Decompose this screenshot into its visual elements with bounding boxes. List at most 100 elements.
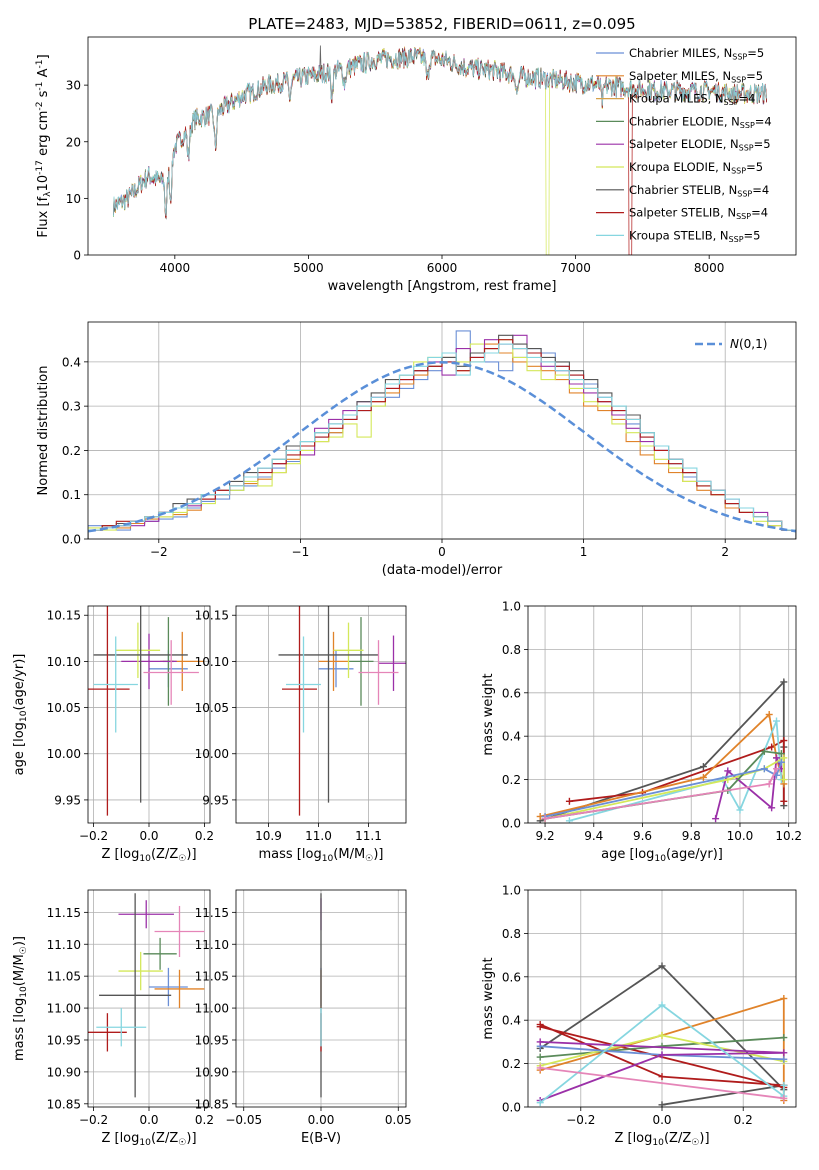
y-tick-label: 0.0 [502,817,521,831]
y-tick-label: 9.95 [54,793,81,807]
y-tick-label: 10.00 [195,747,229,761]
weight-line [539,1041,784,1102]
mass-vs-Z-axes: −0.2 0.0 0.2 10.85 10.90 10.95 11.00 11.05 11.10… [12,889,214,1148]
x-tick-label: 0.2 [195,829,214,843]
y-tick-label: 0.6 [502,970,521,984]
y-tick-label: 10.95 [195,1033,229,1047]
y-tick-label: 0.2 [62,444,81,458]
x-tick-label: 11.1 [355,829,382,843]
legend-label: Kroupa MILES, NSSP=4 [629,92,755,108]
y-tick-label: 0.6 [502,686,521,700]
y-axis-label: mass weight [481,957,496,1039]
weight-line [539,1003,785,1104]
y-tick-label: 10.05 [195,701,229,715]
y-tick-label: 11.15 [47,906,81,920]
y-axis-label: mass [log10(M/M☉)] [12,936,29,1061]
x-tick-label: 0.2 [195,1113,214,1127]
x-axis-label: mass [log10(M/M☉)] [259,847,384,864]
y-tick-label: 0.2 [502,1057,521,1071]
y-tick-label: 10.15 [47,609,81,623]
y-tick-label: 11.10 [195,938,229,952]
x-tick-label: 0.2 [734,1113,753,1127]
age-vs-Z-axes: −0.2 0.0 0.2 9.95 10.00 10.05 10.10 10.15 Z [log… [12,605,214,864]
x-tick-label: 0.0 [139,829,158,843]
y-tick-label: 11.05 [47,970,81,984]
mass-vs-EBV-axes: −0.05 0.00 0.05 10.85 10.90 10.95 11.00 11.05 11… [195,889,412,1146]
y-axis-label: mass weight [481,673,496,755]
mass-vs-Z-axes-frame [87,889,211,1108]
y-tick-label: 11.00 [47,1002,81,1016]
x-tick-label: 9.2 [536,829,555,843]
x-tick-label: 9.6 [633,829,652,843]
legend-label: Chabrier MILES, NSSP=5 [629,46,764,62]
y-tick-label: 10.90 [47,1065,81,1079]
legend-label: N(0,1) [730,337,767,351]
age-vs-mass-axes-frame [235,605,407,824]
x-tick-label: 8000 [694,261,725,275]
x-tick-label: −0.2 [79,829,108,843]
legend-label: Salpeter MILES, NSSP=5 [629,69,763,85]
y-tick-label: 0.4 [62,355,81,369]
x-tick-label: 0.0 [652,1113,671,1127]
y-tick-label: 0.0 [62,533,81,547]
y-tick-label: 10 [66,192,81,206]
x-tick-label: 9.4 [584,829,603,843]
x-tick-label: 5000 [293,261,324,275]
x-tick-label: −0.2 [79,1113,108,1127]
spectrum-axes-plot-area [113,45,767,255]
age-vs-mass-axes-plot-area [278,606,406,816]
y-tick-label: 11.10 [47,938,81,952]
weight-vs-age-axes-frame [527,605,797,824]
x-axis-label: Z [log10(Z/Z☉)] [101,1131,196,1148]
y-axis-label: age [log10(age/yr)] [12,654,29,776]
x-tick-label: 10.9 [255,829,282,843]
residual-axes-plot-area [88,330,796,539]
legend-label: Kroupa ELODIE, NSSP=5 [629,160,763,176]
y-tick-label: 0.8 [502,643,521,657]
histogram-step [88,343,796,539]
y-tick-label: 11.15 [195,906,229,920]
y-tick-label: 0.8 [502,927,521,941]
legend-label: Kroupa STELIB, NSSP=5 [629,228,760,244]
x-axis-label: (data-model)/error [382,563,503,578]
y-tick-label: 9.95 [202,793,229,807]
x-tick-label: 2 [721,545,729,559]
y-tick-label: 10.95 [47,1033,81,1047]
mass-vs-EBV-axes-frame [235,889,407,1108]
y-tick-label: 10.85 [195,1097,229,1111]
y-tick-label: 30 [66,79,81,93]
spectrum-axes-frame [87,36,797,256]
weight-line [540,1067,784,1100]
figure-title: PLATE=2483, MJD=53852, FIBERID=0611, z=0… [248,15,635,33]
x-axis-label: wavelength [Angstrom, rest frame] [328,279,557,294]
age-vs-Z-axes-plot-area [88,606,205,816]
y-tick-label: 0.2 [502,773,521,787]
y-tick-label: 0.3 [62,400,81,414]
spectrum-line [113,47,767,217]
y-tick-label: 1.0 [502,600,521,614]
x-tick-label: 6000 [427,261,458,275]
residual-axes-frame [87,321,797,540]
mass-vs-Z-axes-plot-area [88,893,205,1098]
legend-label: Chabrier ELODIE, NSSP=4 [629,114,772,130]
legend-label: Salpeter STELIB, NSSP=4 [629,206,768,222]
y-tick-label: 0.1 [62,488,81,502]
age-vs-mass-axes: 10.9 11.0 11.1 9.95 10.00 10.05 10.10 10.15 mass… [195,605,407,864]
y-tick-label: 11.05 [195,970,229,984]
x-tick-label: 11.0 [305,829,332,843]
x-tick-label: −2 [150,545,168,559]
x-tick-label: 10.0 [727,829,754,843]
y-tick-label: 11.00 [195,1002,229,1016]
residual-axes: −2 −1 0 1 2 0.0 0.1 0.2 0.3 0.4 (data-model)/error… [36,321,797,578]
x-tick-label: 0.00 [308,1113,335,1127]
x-tick-label: −1 [292,545,310,559]
y-tick-label: 10.90 [195,1065,229,1079]
y-tick-label: 10.10 [195,655,229,669]
legend-label: Chabrier STELIB, NSSP=4 [629,183,769,199]
y-tick-label: 0.4 [502,730,521,744]
spectrum-axes: 4000 5000 6000 7000 8000 0 10 20 30 wavelength [A… [35,36,797,294]
y-tick-label: 10.05 [47,701,81,715]
y-tick-label: 10.15 [195,609,229,623]
